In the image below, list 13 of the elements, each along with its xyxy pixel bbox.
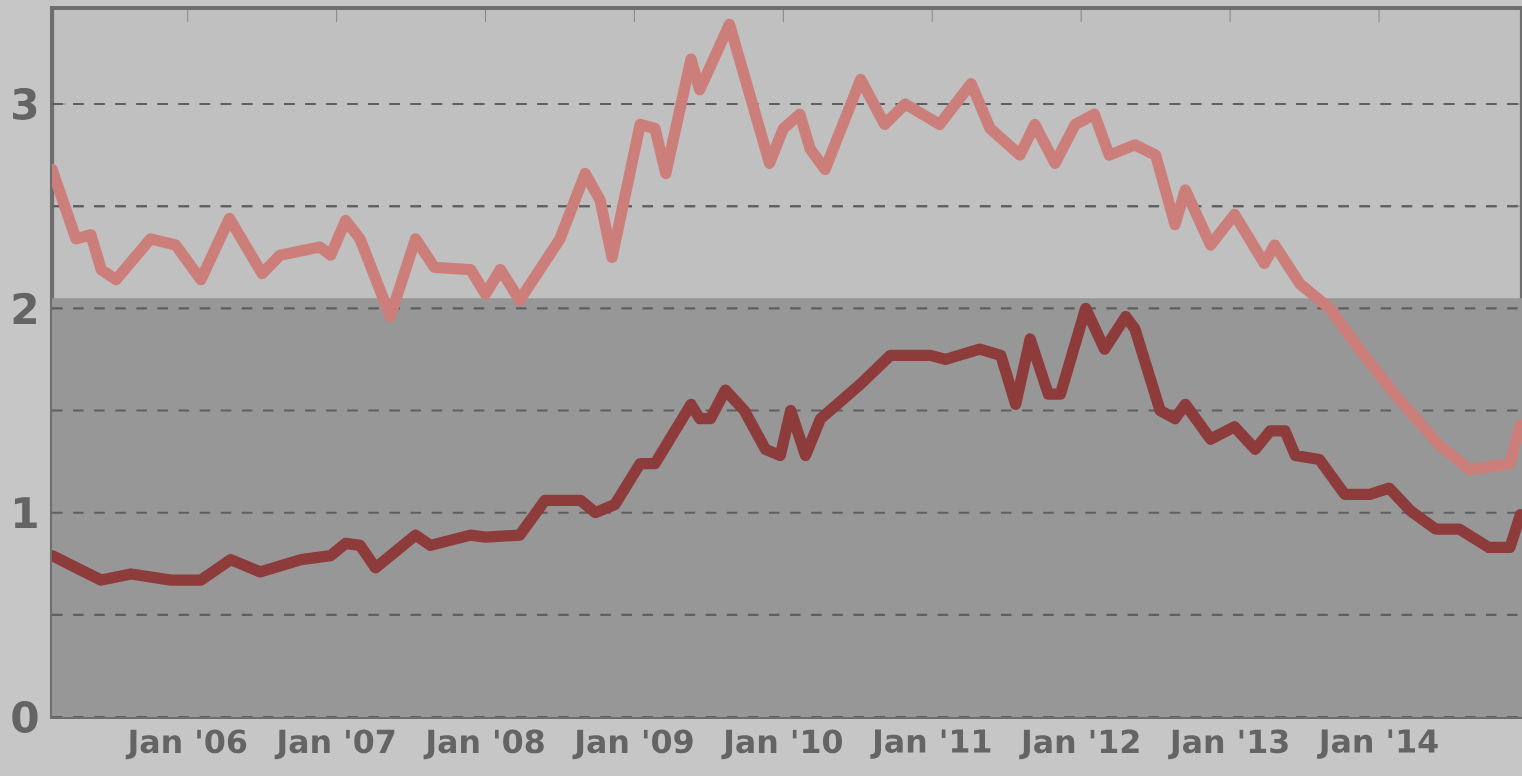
x-tick-label: Jan '11 bbox=[870, 729, 991, 759]
x-tick-label: Jan '14 bbox=[1317, 729, 1438, 759]
x-tick-label: Jan '10 bbox=[721, 729, 843, 760]
x-tick-label: Jan '06 bbox=[125, 729, 247, 760]
x-tick-label: Jan '07 bbox=[274, 729, 395, 760]
x-tick-label: Jan '08 bbox=[423, 729, 544, 760]
y-tick-label: 3 bbox=[13, 88, 37, 120]
x-tick-label: Jan '09 bbox=[572, 729, 693, 760]
y-tick-label: 2 bbox=[13, 292, 36, 324]
y-tick-label: 1 bbox=[14, 497, 37, 529]
x-tick-label: Jan '12 bbox=[1019, 729, 1139, 760]
x-tick-label: Jan '13 bbox=[1168, 729, 1288, 760]
y-tick-label: 0 bbox=[12, 701, 38, 733]
